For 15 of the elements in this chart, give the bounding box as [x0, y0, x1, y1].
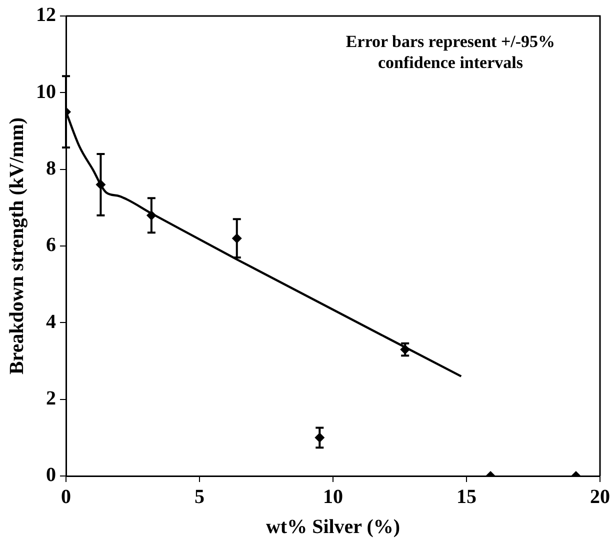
- x-tick-label: 15: [456, 486, 476, 508]
- y-tick-label: 4: [46, 310, 56, 333]
- y-tick-label: 10: [36, 80, 56, 103]
- y-tick-label: 6: [46, 234, 56, 256]
- x-axis-title: wt% Silver (%): [266, 516, 400, 538]
- annotation: Error bars represent +/-95% confidence intervals: [346, 32, 556, 72]
- x-tick-label: 5: [194, 486, 204, 508]
- y-tick-label: 8: [46, 158, 56, 180]
- y-tick-label: 0: [46, 464, 56, 486]
- x-tick-label: 20: [590, 486, 610, 508]
- x-tick-label: 10: [323, 486, 343, 508]
- x-tick-label: 0: [61, 486, 71, 508]
- y-tick-label: 12: [36, 4, 56, 26]
- y-tick-label: 2: [46, 388, 56, 410]
- y-axis-title: Breakdown strength (kV/mm): [6, 117, 28, 375]
